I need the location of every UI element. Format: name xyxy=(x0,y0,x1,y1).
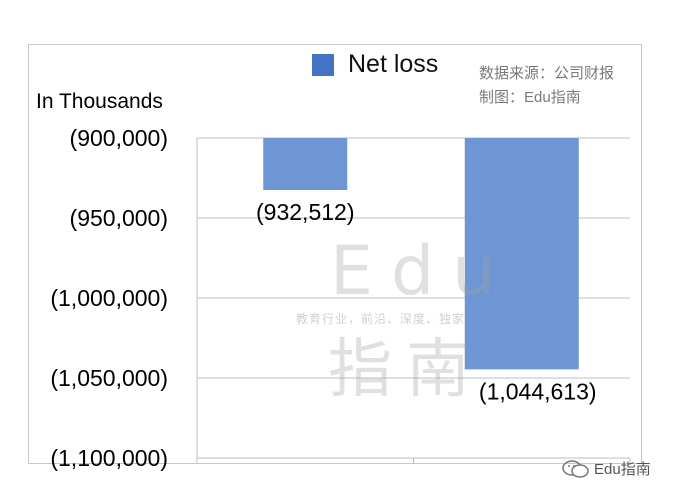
wechat-icon xyxy=(562,459,589,478)
source-note: 数据来源：公司财报 制图：Edu指南 xyxy=(479,62,614,110)
footer-brand: Edu指南 xyxy=(562,458,651,479)
legend-swatch-net-loss xyxy=(312,53,334,76)
watermark-edu: Edu xyxy=(330,232,514,311)
footer-brand-text: Edu指南 xyxy=(594,461,651,478)
data-label: (1,044,613) xyxy=(479,378,597,404)
chart-frame xyxy=(28,44,642,464)
y-tick-label: (1,050,000) xyxy=(50,365,168,391)
bar-net-loss xyxy=(464,138,579,370)
y-axis-unit-label: In Thousands xyxy=(36,90,163,113)
credit-line: 制图：Edu指南 xyxy=(479,89,581,106)
source-line: 数据来源：公司财报 xyxy=(479,65,615,82)
y-tick-label: (1,000,000) xyxy=(50,285,168,311)
y-tick-label: (950,000) xyxy=(70,205,168,231)
data-label: (932,512) xyxy=(256,199,354,225)
watermark-cn: 指南 xyxy=(328,333,484,405)
legend-label-net-loss: Net loss xyxy=(348,50,439,78)
watermark-tagline: 教育行业，前沿、深度、独家 xyxy=(296,312,466,326)
legend: Net loss xyxy=(312,50,438,79)
bar-net-loss xyxy=(263,138,348,191)
y-tick-label: (900,000) xyxy=(70,125,168,151)
y-tick-label: (1,100,000) xyxy=(50,445,168,471)
